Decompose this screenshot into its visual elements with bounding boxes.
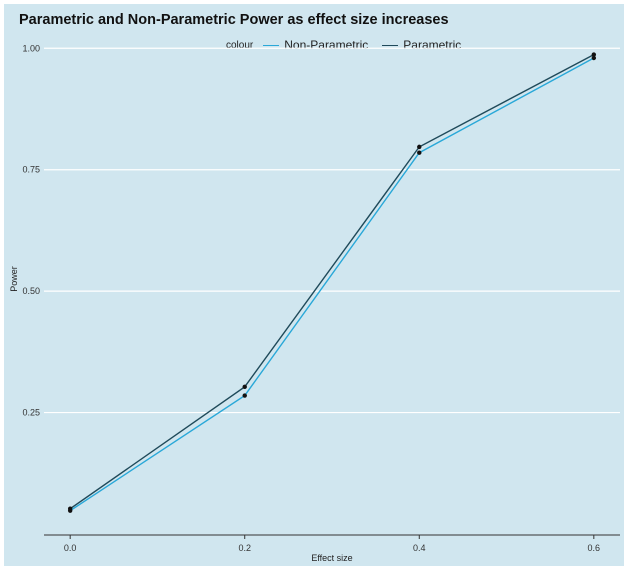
y-tick-label-0: 0.25 [22, 408, 40, 418]
legend-key-parametric [382, 44, 399, 46]
gridlines [44, 47, 620, 414]
legend-title: colour [226, 39, 254, 51]
data-point-non-parametric-3 [591, 55, 597, 61]
y-tick-label-1: 0.50 [22, 286, 40, 296]
legend-key-non-parametric [263, 44, 280, 46]
data-point-parametric-1 [242, 384, 247, 390]
x-axis-title: Effect size [311, 553, 352, 563]
y-tick-label-2: 0.75 [22, 165, 40, 175]
x-tick-label-2: 0.4 [413, 543, 426, 553]
y-axis-title: Power [9, 266, 19, 292]
series-layer [67, 52, 597, 513]
chart-title: Parametric and Non-Parametric Power as e… [19, 12, 449, 28]
series-line-non-parametric [69, 57, 595, 512]
axis-labels: 0.25 0.50 0.75 1.00 0.0 0.2 0.4 0.6 Effect size P… [9, 43, 600, 563]
x-tick-label-0: 0.0 [64, 543, 77, 553]
series-line-parametric [69, 53, 595, 510]
x-tick-label-1: 0.2 [238, 543, 251, 553]
x-tick-label-3: 0.6 [588, 543, 601, 553]
data-point-non-parametric-2 [417, 150, 422, 155]
axes [44, 534, 620, 539]
plot-area: 0.25 0.50 0.75 1.00 0.0 0.2 0.4 0.6 Effect size P… [9, 43, 620, 563]
chart-panel: Parametric and Non-Parametric Power as e… [4, 4, 624, 566]
y-tick-label-3: 1.00 [22, 43, 40, 53]
data-point-parametric-0 [67, 506, 73, 511]
data-point-parametric-3 [591, 52, 597, 57]
data-point-parametric-2 [417, 144, 422, 150]
data-point-non-parametric-1 [242, 393, 247, 398]
